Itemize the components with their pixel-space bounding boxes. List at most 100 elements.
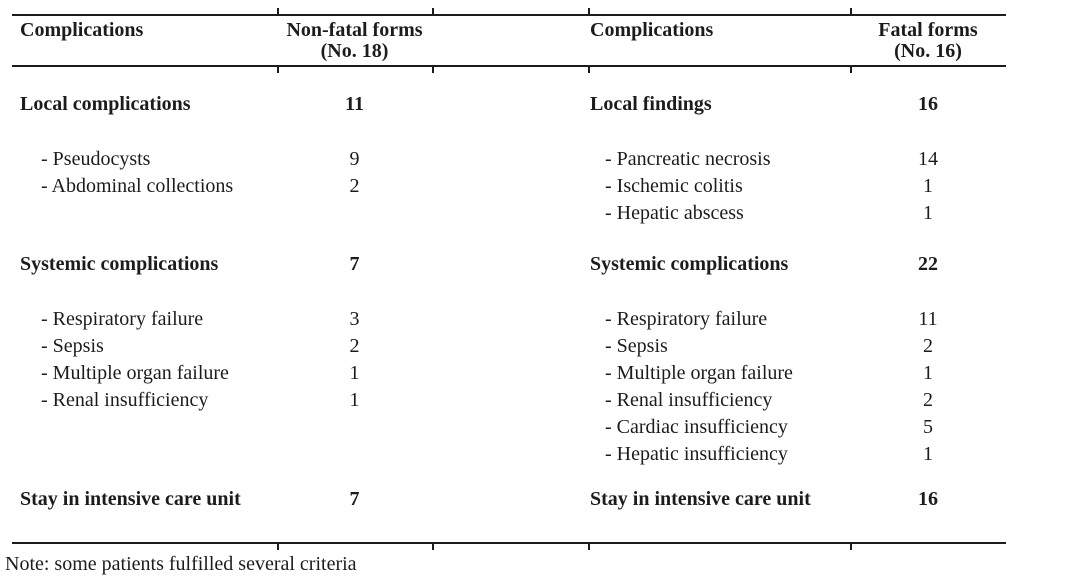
row-value-left: 1: [349, 389, 360, 411]
row-value-right: 2: [923, 389, 933, 411]
row-value-right: 5: [923, 416, 933, 438]
row-label-left: - Multiple organ failure: [41, 362, 229, 384]
row-value-left: 3: [349, 308, 360, 330]
row-label-left: [12, 200, 277, 227]
column-tick: [432, 542, 434, 550]
column-tick: [588, 542, 590, 550]
row-label-left: - Respiratory failure: [41, 308, 204, 330]
column-tick: [432, 65, 434, 73]
row-label-right: Stay in intensive care unit: [590, 488, 811, 510]
row-value-right: 11: [918, 308, 938, 330]
column-spacer: [432, 20, 588, 65]
section-row: Stay in intensive care unit 7 Stay in in…: [12, 486, 1006, 513]
table-footnote: Note: some patients fulfilled several cr…: [5, 553, 357, 575]
column-spacer: [432, 146, 588, 173]
header-complications-right: Complications: [590, 19, 714, 41]
column-spacer: [432, 173, 588, 200]
row-label-right: - Sepsis: [605, 335, 668, 357]
row-label-right: - Cardiac insufficiency: [605, 416, 788, 438]
table-header-row: Complications Non-fatal forms (No. 18) C…: [12, 16, 1006, 65]
row-label-left: Stay in intensive care unit: [20, 488, 241, 510]
column-spacer: [432, 200, 588, 227]
complications-table: Complications Non-fatal forms (No. 18) C…: [12, 8, 1006, 550]
header-complications-left: Complications: [20, 19, 144, 41]
row-label-left: [12, 441, 277, 468]
item-row: - Hepatic abscess 1: [12, 200, 1006, 227]
row-value-left: 2: [349, 175, 360, 197]
row-value-right: 2: [923, 335, 933, 357]
row-label-left: [12, 414, 277, 441]
column-tick: [277, 8, 279, 16]
row-label-right: - Respiratory failure: [605, 308, 768, 330]
item-row: - Pseudocysts 9 - Pancreatic necrosis 14: [12, 146, 1006, 173]
row-value-left: 11: [345, 93, 364, 115]
item-row: - Sepsis 2 - Sepsis 2: [12, 333, 1006, 360]
header-fatal-line1: Fatal forms: [878, 19, 978, 41]
row-value-left: 7: [349, 488, 360, 510]
row-label-left: Systemic complications: [20, 253, 219, 275]
item-row: - Multiple organ failure 1 - Multiple or…: [12, 360, 1006, 387]
row-label-right: Local findings: [590, 93, 712, 115]
table-header-rule: [12, 65, 1006, 67]
header-fatal-count: (No. 16): [894, 40, 962, 62]
row-value-left: [277, 441, 432, 468]
column-tick: [277, 542, 279, 550]
column-tick: [432, 8, 434, 16]
row-label-left: Local complications: [20, 93, 191, 115]
row-label-right: Systemic complications: [590, 253, 789, 275]
row-value-right: 14: [918, 148, 938, 170]
header-nonfatal-line1: Non-fatal forms: [286, 19, 423, 41]
row-value-right: 16: [918, 93, 938, 115]
table-bottom-rule: [12, 542, 1006, 544]
row-label-right: - Ischemic colitis: [605, 175, 743, 197]
row-value-right: 22: [918, 253, 938, 275]
column-spacer: [432, 251, 588, 278]
column-spacer: [432, 360, 588, 387]
column-spacer: [432, 333, 588, 360]
row-label-left: - Pseudocysts: [41, 148, 151, 170]
item-row: - Renal insufficiency 1 - Renal insuffic…: [12, 387, 1006, 414]
row-value-left: 2: [349, 335, 360, 357]
column-tick: [850, 8, 852, 16]
row-value-left: [277, 200, 432, 227]
row-value-right: 1: [923, 202, 933, 224]
row-value-right: 16: [918, 488, 938, 510]
row-value-right: 1: [923, 175, 933, 197]
row-value-right: 1: [923, 362, 933, 384]
header-nonfatal-count: (No. 18): [320, 40, 389, 62]
row-label-right: - Renal insufficiency: [605, 389, 773, 411]
column-spacer: [432, 414, 588, 441]
header-fatal-forms: Fatal forms (No. 16): [850, 20, 1006, 65]
row-label-left: - Abdominal collections: [41, 175, 234, 197]
column-spacer: [432, 387, 588, 414]
row-value-left: 1: [349, 362, 360, 384]
item-row: - Respiratory failure 3 - Respiratory fa…: [12, 306, 1006, 333]
column-tick: [277, 65, 279, 73]
item-row: - Abdominal collections 2 - Ischemic col…: [12, 173, 1006, 200]
column-tick: [850, 65, 852, 73]
column-tick: [588, 8, 590, 16]
row-value-left: [277, 414, 432, 441]
row-label-left: - Sepsis: [41, 335, 104, 357]
row-value-left: 7: [349, 253, 360, 275]
item-row: - Hepatic insufficiency 1: [12, 441, 1006, 468]
column-spacer: [432, 91, 588, 118]
section-row: Local complications 11 Local findings 16: [12, 91, 1006, 118]
column-spacer: [432, 441, 588, 468]
row-label-right: - Hepatic abscess: [605, 202, 744, 224]
row-label-right: - Pancreatic necrosis: [605, 148, 771, 170]
row-label-left: - Renal insufficiency: [41, 389, 209, 411]
header-nonfatal-forms: Non-fatal forms (No. 18): [277, 20, 432, 65]
column-tick: [850, 542, 852, 550]
column-spacer: [432, 486, 588, 513]
table-top-rule: [12, 14, 1006, 16]
column-spacer: [432, 306, 588, 333]
row-value-left: 9: [349, 148, 360, 170]
column-tick: [588, 65, 590, 73]
item-row: - Cardiac insufficiency 5: [12, 414, 1006, 441]
row-label-right: - Multiple organ failure: [605, 362, 793, 384]
row-value-right: 1: [923, 443, 933, 465]
row-label-right: - Hepatic insufficiency: [605, 443, 788, 465]
section-row: Systemic complications 7 Systemic compli…: [12, 251, 1006, 278]
